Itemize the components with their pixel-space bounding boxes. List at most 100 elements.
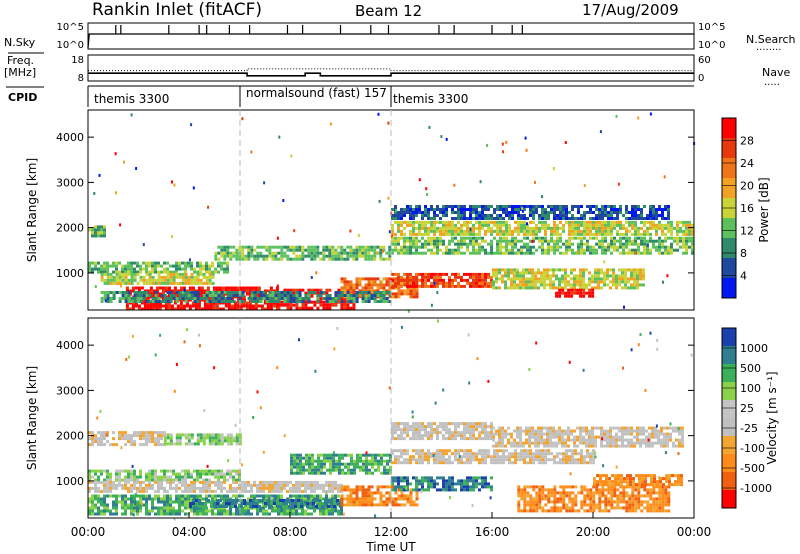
heatmap-cell: [139, 503, 142, 507]
heatmap-cell: [247, 257, 251, 261]
heatmap-cell: [588, 288, 592, 292]
heatmap-cell: [469, 272, 472, 276]
heatmap-cell: [439, 248, 442, 252]
heatmap-cell: [208, 486, 211, 490]
heatmap-cell: [627, 280, 630, 284]
heatmap-cell: [499, 461, 502, 465]
heatmap-cell: [103, 512, 106, 516]
heatmap-cell: [250, 291, 254, 294]
heatmap-cell: [286, 245, 290, 249]
heatmap-cell: [219, 505, 222, 508]
heatmap-cell: [181, 281, 185, 285]
heatmap-cell: [196, 300, 200, 303]
heatmap-cell: [292, 257, 296, 261]
heatmap-cell: [214, 300, 218, 303]
heatmap-cell: [118, 478, 121, 482]
heatmap-cell: [256, 300, 260, 303]
heatmap-cell: [499, 214, 502, 217]
heatmap-cell: [181, 500, 184, 504]
heatmap-cell: [202, 497, 205, 501]
heatmap-cell: [664, 248, 667, 252]
heatmap-cell: [472, 248, 475, 252]
heatmap-cell: [353, 471, 356, 475]
heatmap-cell: [184, 506, 187, 510]
heatmap-cell: [277, 512, 280, 516]
heatmap-cell: [610, 208, 613, 211]
heatmap-cell: [466, 242, 469, 246]
heatmap-cell: [562, 242, 565, 246]
station-title: Rankin Inlet (fitACF): [92, 0, 262, 20]
heatmap-cell: [169, 278, 173, 282]
heatmap-cell: [211, 442, 215, 446]
heatmap-cell: [646, 217, 649, 220]
heatmap-cell: [490, 251, 493, 255]
heatmap-cell: [202, 275, 206, 279]
heatmap-cell: [424, 239, 427, 243]
heatmap-cell: [466, 455, 469, 459]
heatmap-cell: [133, 440, 136, 444]
heatmap-cell: [583, 248, 586, 252]
heatmap-cell: [385, 277, 389, 281]
heatmap-cell: [574, 220, 577, 224]
heatmap-cell: [586, 232, 589, 236]
heatmap-cell: [636, 277, 639, 281]
heatmap-cell: [361, 500, 365, 504]
heatmap-cell: [499, 217, 502, 220]
heatmap-cell: [307, 306, 311, 310]
heatmap-cell: [415, 284, 418, 288]
heatmap-cell: [478, 232, 481, 236]
heatmap-cell: [94, 261, 97, 265]
heatmap-cell: [463, 211, 466, 214]
heatmap-cell: [124, 503, 127, 507]
heatmap-cell: [490, 455, 493, 459]
heatmap-cell: [319, 300, 323, 304]
heatmap-cell: [367, 257, 371, 261]
heatmap-cell: [394, 497, 398, 501]
heatmap-cell: [574, 251, 577, 255]
heatmap-cell: [213, 505, 216, 508]
heatmap-cell: [492, 280, 495, 284]
heatmap-cell: [235, 480, 238, 484]
heatmap-cell: [430, 239, 433, 243]
heatmap-cell: [232, 475, 235, 479]
heatmap-cell: [320, 462, 323, 466]
heatmap-cell: [271, 254, 275, 258]
heatmap-cell: [226, 294, 230, 297]
heatmap-cell: [460, 208, 463, 211]
heatmap-cell: [220, 433, 224, 437]
heatmap-cell: [127, 281, 131, 285]
heatmap-cell: [615, 286, 618, 290]
heatmap-cell: [199, 264, 202, 268]
heatmap-cell: [196, 486, 199, 490]
heatmap-cell: [463, 232, 466, 236]
heatmap-cell: [247, 254, 251, 258]
heatmap-cell: [682, 229, 685, 233]
heatmap-cell: [478, 236, 481, 240]
heatmap-cell: [688, 239, 691, 243]
heatmap-cell: [591, 286, 594, 290]
heatmap-cell: [481, 208, 484, 211]
heatmap-cell: [223, 472, 226, 476]
heatmap-cell: [520, 248, 523, 252]
heatmap-cell: [439, 281, 442, 285]
heatmap-cell: [377, 462, 380, 466]
heatmap-cell: [139, 509, 142, 513]
heatmap-cell: [199, 439, 203, 443]
heatmap-cell: [337, 494, 340, 498]
heatmap-cell: [274, 509, 277, 513]
heatmap-cell: [118, 475, 121, 479]
heatmap-cell: [302, 468, 305, 472]
heatmap-cell: [549, 283, 552, 287]
heatmap-cell: [262, 509, 265, 513]
heatmap-cell: [91, 234, 94, 238]
heatmap-cell: [400, 461, 403, 465]
heatmap-cell: [613, 223, 616, 227]
heatmap-cell: [640, 239, 643, 243]
heatmap-cell: [214, 251, 218, 255]
heatmap-cell: [352, 306, 356, 310]
heatmap-cell: [220, 439, 224, 443]
heatmap-cell: [329, 471, 332, 475]
heatmap-cell: [208, 281, 212, 285]
heatmap-cell: [178, 486, 181, 490]
heatmap-cell: [337, 489, 340, 493]
